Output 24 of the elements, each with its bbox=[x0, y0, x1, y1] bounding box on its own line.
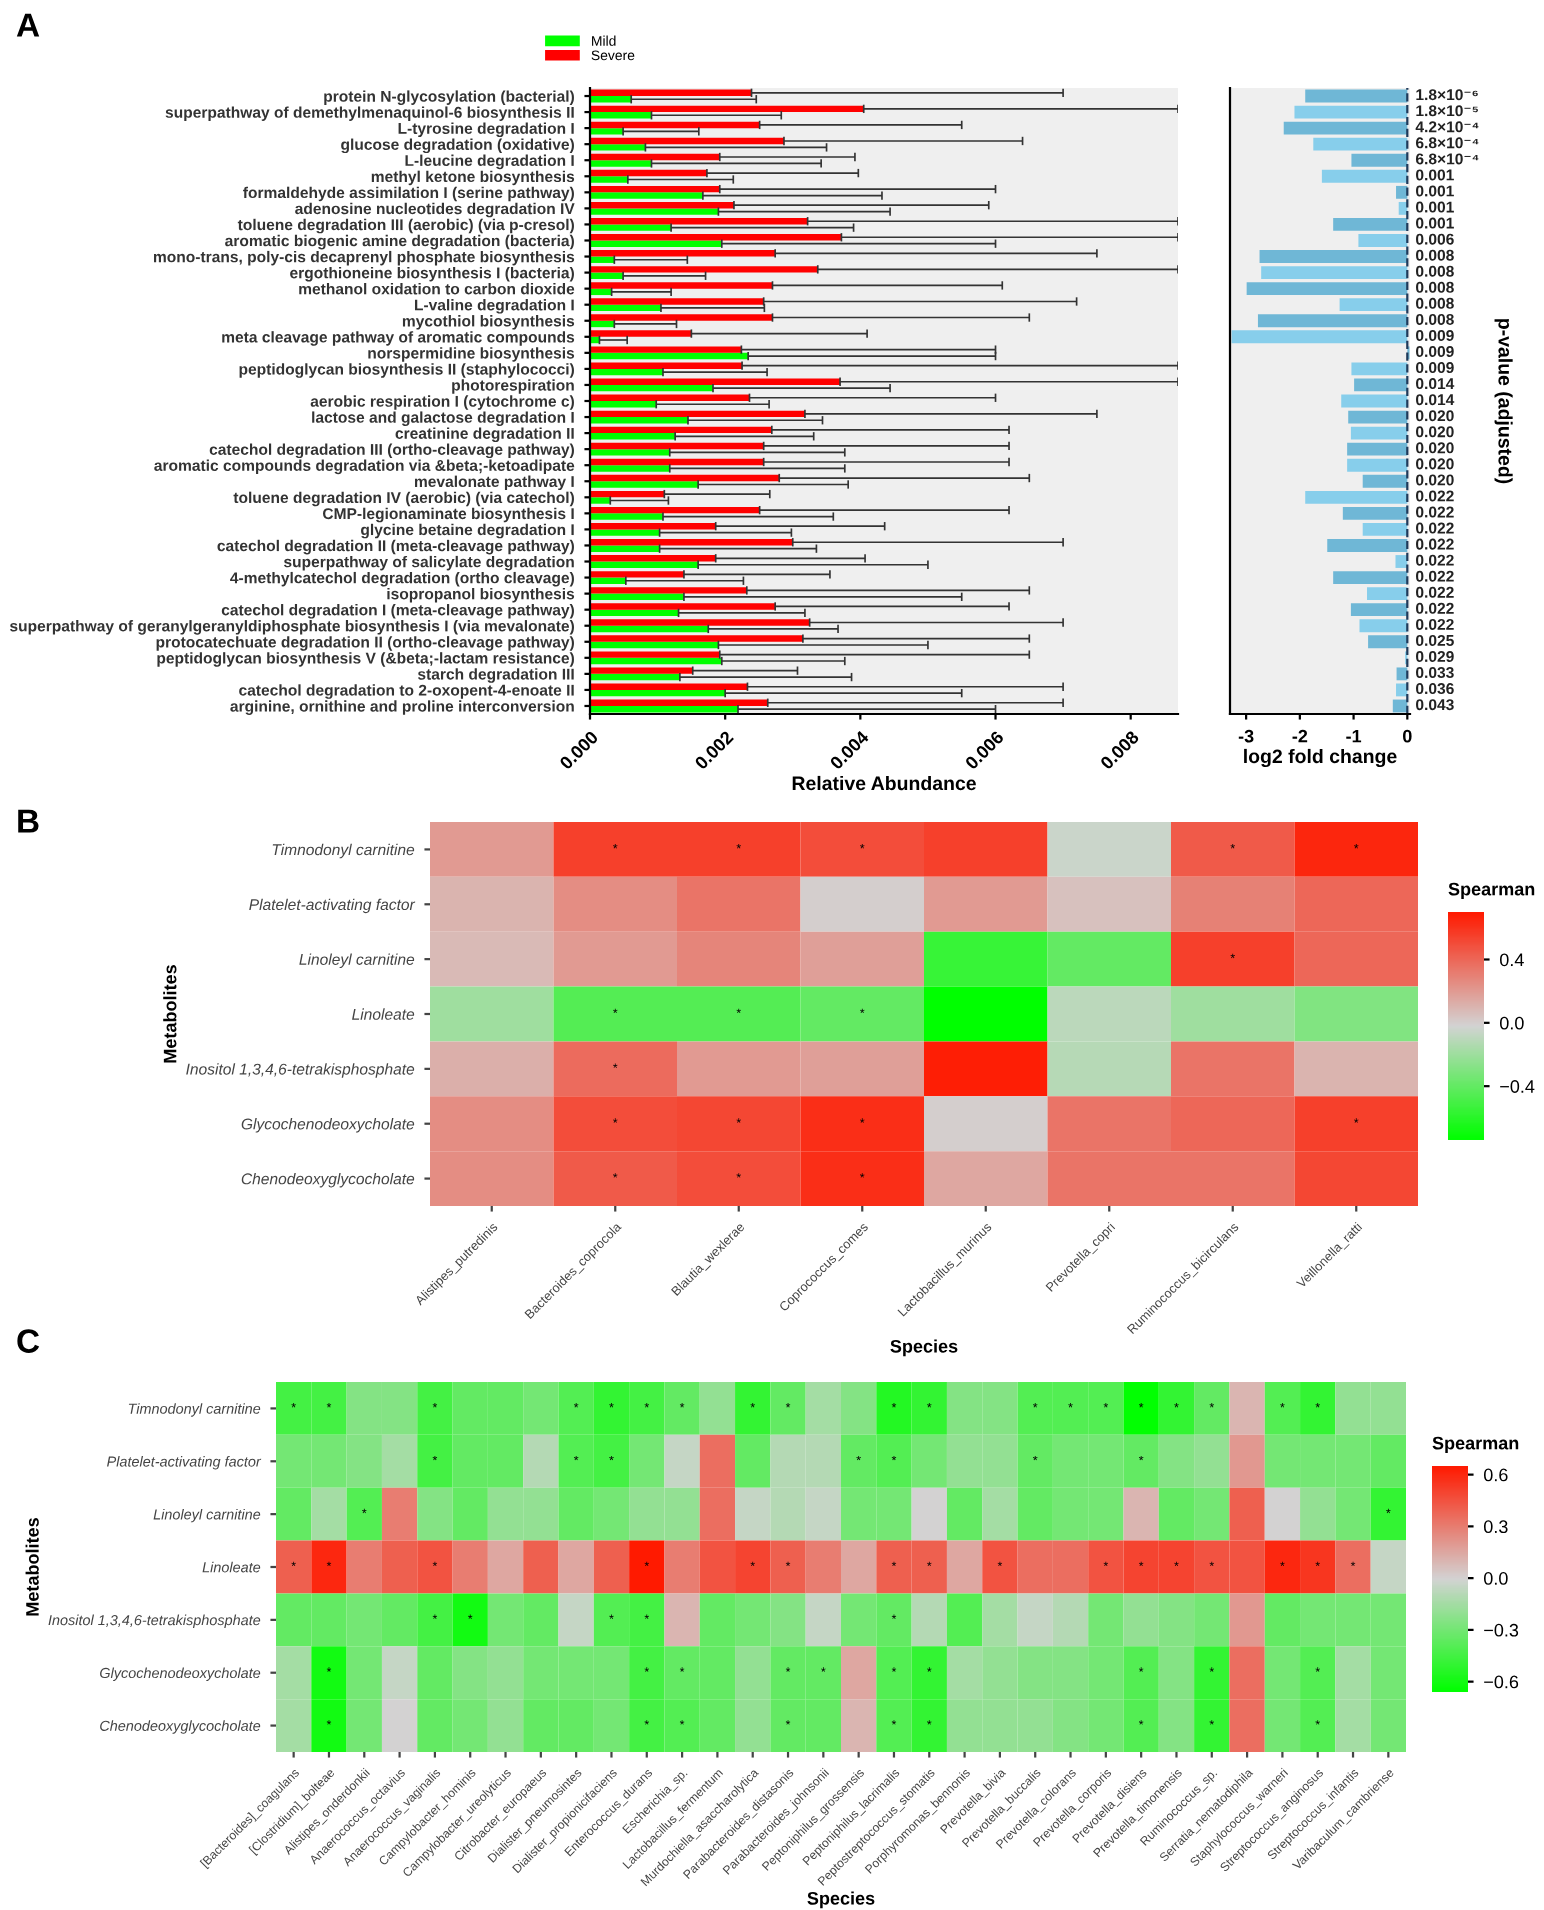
x-tick-label: 0 bbox=[1403, 729, 1412, 743]
x-tick-label: -2 bbox=[1292, 729, 1308, 743]
color-bar-title: Spearman bbox=[1448, 882, 1535, 900]
color-bar-label: −0.4 bbox=[1500, 1080, 1535, 1093]
text: A bbox=[16, 13, 40, 37]
x-axis-title: log2 fold change bbox=[1244, 748, 1397, 768]
color-bar-label: 0.0 bbox=[1483, 1572, 1508, 1585]
y2-axis-title: p-value (adjusted) bbox=[1494, 319, 1513, 484]
color-bar-label: 0.3 bbox=[1483, 1520, 1508, 1534]
color-bar-label: 0.0 bbox=[1499, 1016, 1524, 1030]
text: B bbox=[18, 809, 39, 833]
x-axis-title: Species bbox=[890, 1339, 958, 1357]
color-bar-label: 0.4 bbox=[1499, 953, 1524, 967]
chart-title: C bbox=[17, 1329, 40, 1353]
y-axis-title: Metabolites bbox=[25, 1518, 39, 1616]
color-bar-label: −0.3 bbox=[1484, 1623, 1519, 1637]
y-axis-title: Metabolites bbox=[163, 965, 177, 1063]
color-bar-title: Spearman bbox=[1432, 1436, 1519, 1454]
x-tick-label: -3 bbox=[1238, 729, 1254, 743]
x-axis-title: Species bbox=[807, 1891, 875, 1909]
x-tick-label: -1 bbox=[1346, 729, 1362, 743]
x-axis-title: Relative Abundance bbox=[792, 775, 976, 791]
color-bar-label: 0.6 bbox=[1483, 1468, 1508, 1482]
color-bar-label: −0.6 bbox=[1484, 1675, 1519, 1689]
